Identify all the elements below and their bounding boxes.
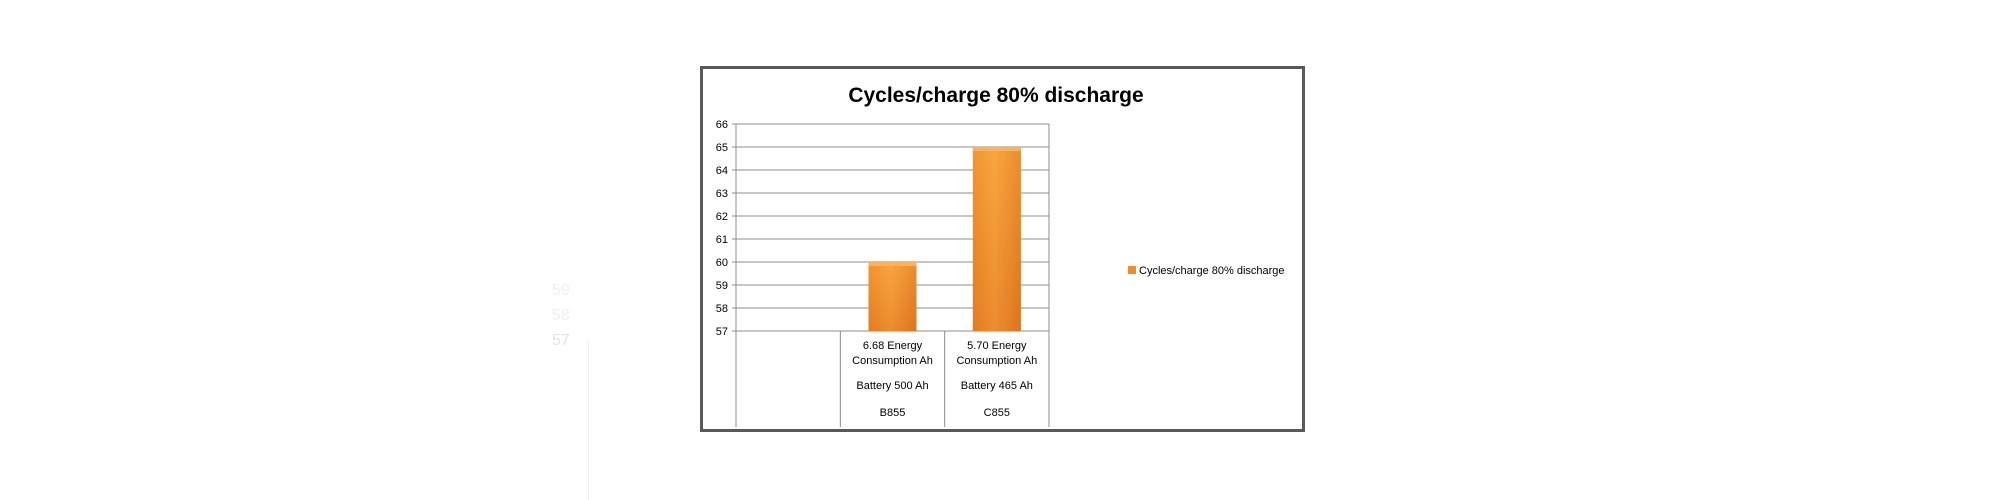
- bar-shade: [972, 147, 1021, 331]
- ghost-background-text: 58: [552, 307, 570, 324]
- category-label-mid: Battery 465 Ah: [961, 380, 1033, 392]
- bar-top-cap: [972, 147, 1021, 151]
- ghost-background-axis: [588, 340, 589, 500]
- y-tick-label: 66: [716, 119, 728, 131]
- y-tick-label: 62: [716, 211, 728, 223]
- bar-top-cap: [868, 262, 917, 266]
- bar-shade: [868, 262, 917, 331]
- y-tick-label: 63: [716, 188, 728, 200]
- legend-label: Cycles/charge 80% discharge: [1139, 265, 1285, 277]
- y-tick-label: 61: [716, 234, 728, 246]
- ghost-background-text: 59: [552, 282, 570, 299]
- category-label-top: 6.68 Energy Consumption Ah: [852, 340, 933, 367]
- category-label-mid: Battery 500 Ah: [856, 380, 928, 392]
- category-label-bottom: B855: [880, 407, 906, 419]
- chart-title: Cycles/charge 80% discharge: [848, 84, 1143, 107]
- y-tick-label: 58: [716, 303, 728, 315]
- y-tick-label: 64: [716, 165, 728, 177]
- chart-frame: Cycles/charge 80% discharge 66 65 64 63 62 61…: [700, 66, 1305, 432]
- bar-chart: Cycles/charge 80% discharge 66 65 64 63 62 61…: [716, 84, 1285, 427]
- category-label-bottom: C855: [984, 407, 1010, 419]
- y-tick-label: 65: [716, 142, 728, 154]
- category-label-top: 5.70 Energy Consumption Ah: [956, 340, 1037, 367]
- legend-swatch: [1128, 266, 1136, 274]
- ghost-background-text: 57: [552, 332, 570, 349]
- y-tick-label: 60: [716, 257, 728, 269]
- y-tick-label: 59: [716, 280, 728, 292]
- y-tick-label: 57: [716, 326, 728, 338]
